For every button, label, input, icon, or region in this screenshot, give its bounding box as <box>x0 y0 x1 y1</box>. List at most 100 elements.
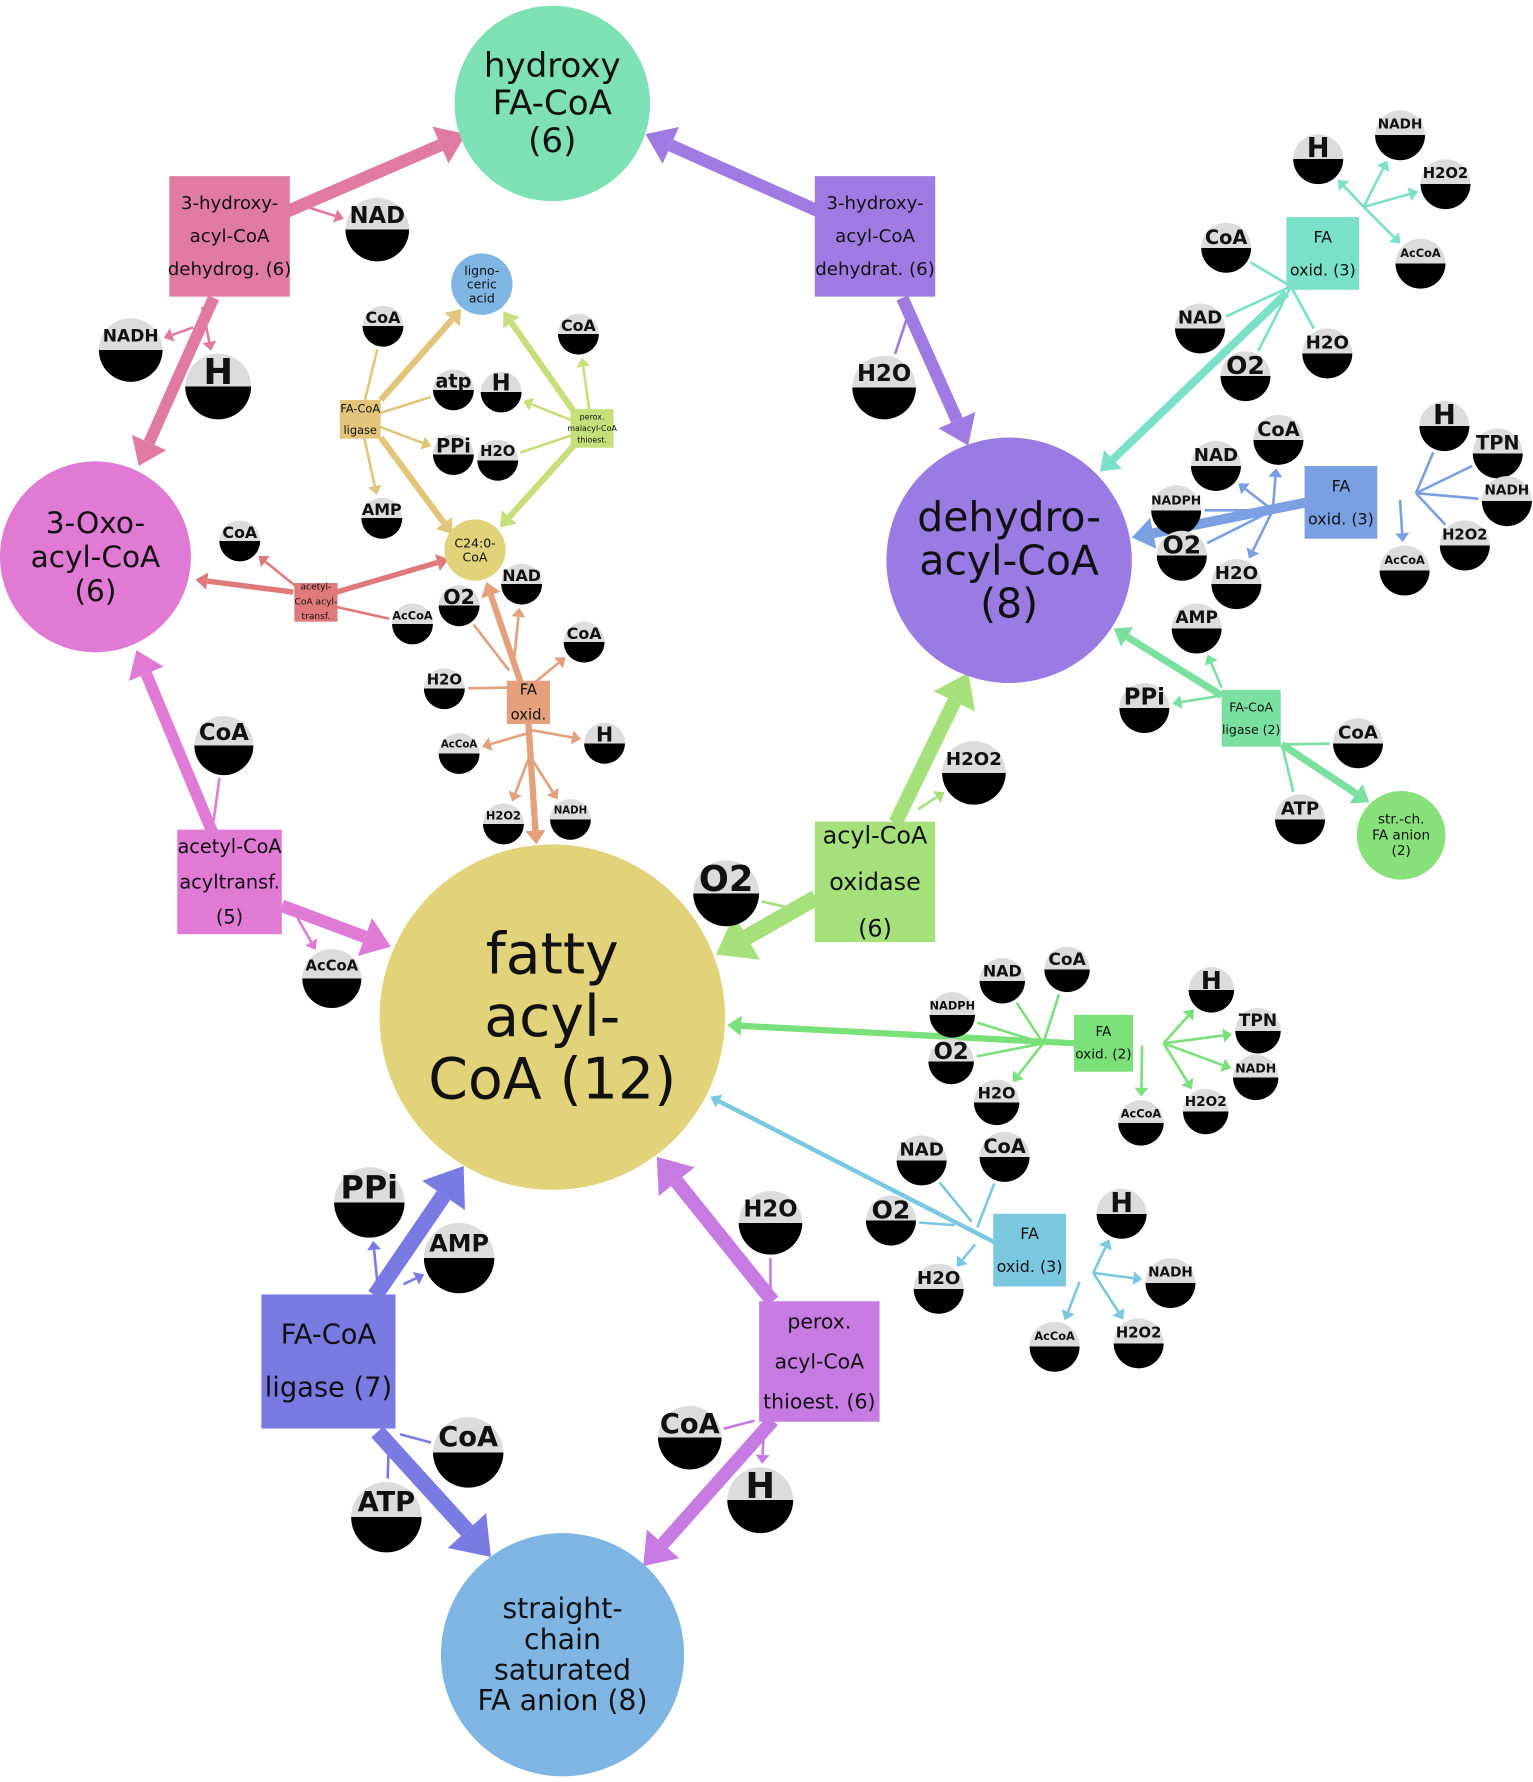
cofactor-node[interactable]: TPN <box>1472 428 1523 479</box>
metabolite-node[interactable]: 3-Oxo-acyl-CoA(6) <box>0 461 191 653</box>
cofactor-node[interactable]: NADPH <box>1151 485 1201 536</box>
reaction-box[interactable]: FA oxid. <box>506 680 551 724</box>
cofactor-node[interactable]: NADH <box>1375 110 1426 161</box>
cofactor-node[interactable]: AMP <box>423 1222 495 1294</box>
cofactor-node[interactable]: O2 <box>1156 531 1207 581</box>
cofactor-node[interactable]: H <box>1188 966 1235 1013</box>
cofactor-node[interactable]: AMP <box>1171 603 1222 654</box>
cofactor-node[interactable]: CoA <box>219 520 261 562</box>
cofactor-node[interactable]: AcCoA <box>1118 1100 1164 1146</box>
cofactor-node[interactable]: H2O <box>852 355 916 420</box>
cofactor-node[interactable]: NADH <box>1481 476 1532 527</box>
cofactor-node[interactable]: NAD <box>1190 440 1241 491</box>
cofactor-label: NAD <box>1178 307 1222 328</box>
cofactor-node[interactable]: AcCoA <box>1379 545 1430 596</box>
reaction-box[interactable]: 3-hydroxy-acyl-CoA dehydrog. (6) <box>168 176 292 297</box>
cofactor-node[interactable]: NAD <box>896 1135 947 1186</box>
cofactor-node[interactable]: O2 <box>438 585 480 627</box>
reaction-box[interactable]: FA oxid. (3) <box>1304 465 1378 539</box>
reaction-arrow <box>656 1156 779 1306</box>
cofactor-node[interactable]: H2O <box>1211 559 1262 610</box>
reaction-box[interactable]: FA-CoA ligase (2) <box>1221 689 1281 747</box>
cofactor-node[interactable]: AcCoA <box>392 603 433 645</box>
cofactor-node[interactable]: NADH <box>1232 1054 1279 1101</box>
cofactor-node[interactable]: O2 <box>928 1038 974 1085</box>
cofactor-node[interactable]: H2O2 <box>942 740 1006 805</box>
cofactor-node[interactable]: H <box>1096 1188 1147 1239</box>
cofactor-node[interactable]: PPi <box>334 1167 405 1238</box>
reaction-box[interactable]: acetyl-CoA acyltransf. (5) <box>177 829 282 935</box>
cofactor-node[interactable]: TPN <box>1235 1008 1281 1054</box>
cofactor-node[interactable]: O2 <box>865 1196 916 1246</box>
reaction-box[interactable]: perox. malacyl-CoA thioest. <box>567 409 617 448</box>
cofactor-node[interactable]: CoA <box>362 305 404 347</box>
cofactor-node[interactable]: H2O <box>913 1263 964 1314</box>
cofactor-node[interactable]: H2O2 <box>482 803 524 845</box>
cofactor-node[interactable]: H2O <box>1302 328 1353 379</box>
cofactor-node[interactable]: ATP <box>1275 794 1326 845</box>
reaction-box[interactable]: FA oxid. (2) <box>1073 1014 1133 1072</box>
cofactor-node[interactable]: NAD <box>1175 303 1226 354</box>
cofactor-node[interactable]: H2O2 <box>1182 1088 1229 1135</box>
cofactor-node[interactable]: CoA <box>557 313 599 355</box>
cofactor-node[interactable]: PPi <box>1119 683 1170 734</box>
metabolite-node[interactable]: dehydro-acyl-CoA(8) <box>886 437 1132 684</box>
cofactor-node[interactable]: CoA <box>979 1131 1030 1182</box>
cofactor-node[interactable]: ATP <box>351 1481 422 1553</box>
cofactor-node[interactable]: H <box>727 1466 794 1534</box>
cofactor-node[interactable]: H <box>584 723 626 764</box>
cofactor-node[interactable]: atp <box>432 369 474 411</box>
reaction-box[interactable]: acetyl- CoA acyl-transf. <box>294 583 338 623</box>
cofactor-node[interactable]: H2O <box>477 439 519 481</box>
cofactor-node[interactable]: AcCoA <box>1395 238 1446 289</box>
cofactor-arrow <box>367 1240 382 1283</box>
cofactor-node[interactable]: H2O <box>423 668 465 710</box>
reaction-box[interactable]: FA oxid. (3) <box>993 1213 1066 1287</box>
cofactor-node[interactable]: H <box>1419 400 1470 452</box>
cofactor-node[interactable]: AcCoA <box>302 948 362 1009</box>
metabolite-node[interactable]: C24:0-CoA <box>444 519 506 581</box>
cofactor-node[interactable]: AMP <box>361 497 403 539</box>
cofactor-node[interactable]: NAD <box>979 958 1026 1004</box>
reaction-box[interactable]: FA oxid. (3) <box>1286 217 1360 290</box>
cofactor-node[interactable]: NAD <box>345 197 410 262</box>
cofactor-node[interactable]: NADH <box>1145 1258 1196 1309</box>
cofactor-node[interactable]: CoA <box>432 1417 504 1488</box>
reaction-box[interactable]: 3-hydroxy-acyl-CoA dehydrat. (6) <box>814 176 936 297</box>
cofactor-node[interactable]: O2 <box>693 859 760 927</box>
cofactor-node[interactable]: O2 <box>1220 351 1271 402</box>
cofactor-node[interactable]: PPi <box>432 434 474 476</box>
reaction-box[interactable]: FA-CoA ligase <box>339 400 381 439</box>
cofactor-node[interactable]: H <box>480 370 522 413</box>
cofactor-node[interactable]: CoA <box>1201 222 1252 273</box>
cofactor-node[interactable]: CoA <box>1044 946 1090 993</box>
cofactor-node[interactable]: CoA <box>657 1405 722 1470</box>
cofactor-node[interactable]: H2O2 <box>1439 520 1490 571</box>
cofactor-node[interactable]: CoA <box>1253 414 1304 465</box>
cofactor-node[interactable]: AcCoA <box>438 733 480 774</box>
cofactor-node[interactable]: AcCoA <box>1029 1321 1080 1372</box>
cofactor-node[interactable]: CoA <box>563 621 605 663</box>
cofactor-arrow <box>1238 483 1274 512</box>
cofactor-node[interactable]: NAD <box>501 563 543 605</box>
cofactor-node[interactable]: H <box>185 352 252 420</box>
reaction-box[interactable]: acyl-CoA oxidase (6) <box>814 821 936 943</box>
cofactor-node[interactable]: CoA <box>1332 718 1383 769</box>
cofactor-node[interactable]: H2O2 <box>1113 1318 1164 1369</box>
reaction-box[interactable]: perox. acyl-CoA thioest. (6) <box>759 1301 880 1422</box>
cofactor-label: CoA <box>1205 226 1247 249</box>
cofactor-node[interactable]: H <box>1293 133 1344 185</box>
cofactor-node[interactable]: NADH <box>98 318 163 382</box>
cofactor-node[interactable]: CoA <box>194 715 254 776</box>
cofactor-node[interactable]: NADPH <box>930 992 976 1038</box>
cofactor-node[interactable]: NADH <box>550 798 591 840</box>
cofactor-node[interactable]: H2O2 <box>1420 159 1471 210</box>
cofactor-node[interactable]: H2O <box>738 1191 803 1255</box>
reaction-box[interactable]: FA-CoA ligase (7) <box>261 1294 396 1429</box>
metabolite-node[interactable]: str.-ch.FA anion(2) <box>1356 790 1446 880</box>
cofactor-node[interactable]: H2O <box>973 1079 1020 1126</box>
